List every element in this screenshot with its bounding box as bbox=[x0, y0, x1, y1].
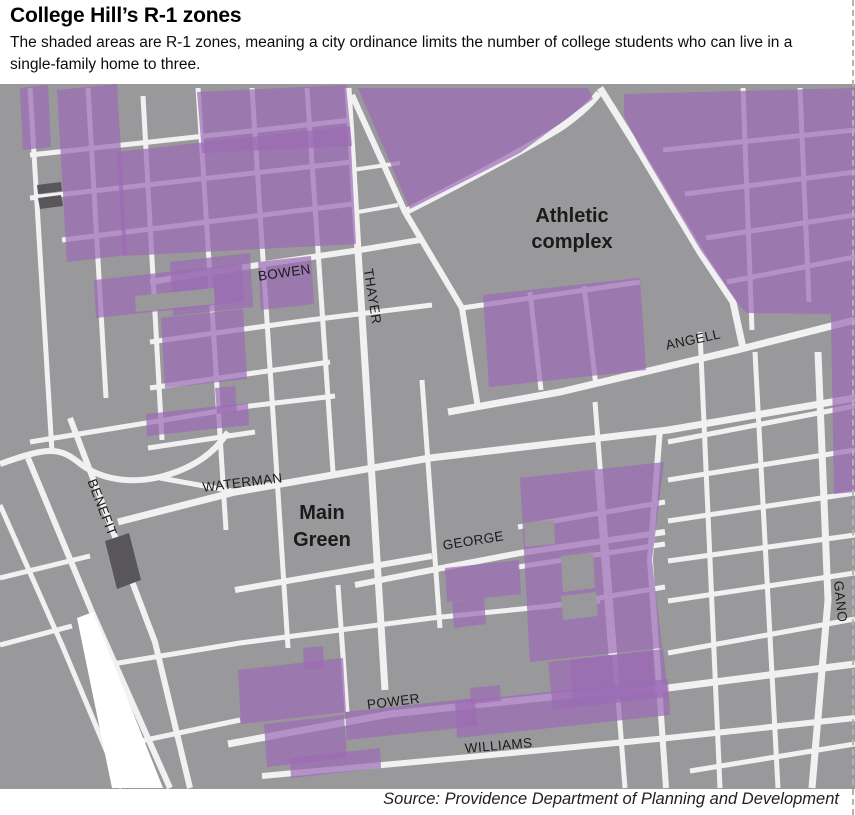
street-label-bowen: BOWEN bbox=[257, 261, 312, 283]
street-label-power: POWER bbox=[366, 691, 420, 712]
r1-zone bbox=[238, 658, 346, 724]
street bbox=[0, 553, 91, 581]
street bbox=[667, 490, 855, 524]
street-angell bbox=[447, 316, 855, 416]
street bbox=[25, 456, 173, 789]
zone-cutout bbox=[561, 552, 595, 592]
zone-cutout bbox=[135, 288, 215, 312]
building bbox=[37, 182, 62, 194]
r1-zone bbox=[483, 278, 646, 387]
street-gano bbox=[808, 351, 832, 789]
street bbox=[667, 403, 855, 445]
street bbox=[147, 429, 256, 451]
r1-zone bbox=[570, 651, 655, 704]
zone-cutout bbox=[524, 520, 555, 547]
street bbox=[667, 447, 855, 483]
street bbox=[0, 430, 231, 484]
subtitle: The shaded areas are R-1 zones, meaning … bbox=[10, 34, 793, 73]
street bbox=[159, 475, 239, 495]
street-waterman bbox=[117, 394, 855, 526]
street bbox=[697, 331, 723, 789]
street bbox=[667, 570, 855, 604]
area-label-athletic-complex-line2: complex bbox=[531, 231, 612, 253]
building bbox=[105, 533, 141, 589]
r1-zone bbox=[146, 403, 249, 436]
street-label-williams: WILLIAMS bbox=[464, 735, 533, 756]
area-label-athletic-complex-line1: Athletic bbox=[535, 205, 608, 227]
street bbox=[689, 741, 855, 774]
street-thayer bbox=[344, 87, 389, 691]
r1-zone bbox=[161, 309, 247, 388]
r1-zone bbox=[290, 748, 381, 778]
r1-zone bbox=[345, 698, 477, 740]
area-label-main-green-line1: Main bbox=[299, 502, 345, 524]
footer: Source: Providence Department of Plannin… bbox=[0, 789, 855, 815]
page-title: College Hill’s R-1 zones bbox=[10, 4, 242, 27]
street bbox=[0, 503, 125, 789]
street bbox=[419, 379, 443, 629]
zone-cutout bbox=[561, 592, 598, 620]
highway-ramp bbox=[77, 612, 163, 788]
map-labels: BOWEN THAYER ANGELL WATERMAN BENEFIT GEO… bbox=[84, 205, 850, 756]
street bbox=[351, 203, 399, 215]
r1-zone bbox=[20, 85, 51, 150]
buildings bbox=[37, 182, 141, 589]
header: College Hill’s R-1 zones The shaded area… bbox=[10, 4, 810, 75]
street bbox=[29, 393, 336, 445]
r1-zone bbox=[358, 88, 593, 209]
city-map: BOWEN THAYER ANGELL WATERMAN BENEFIT GEO… bbox=[0, 84, 855, 789]
street bbox=[349, 93, 481, 409]
r1-zone bbox=[197, 85, 352, 153]
street bbox=[667, 532, 855, 564]
r1-zone bbox=[117, 126, 356, 256]
r1-zone bbox=[624, 88, 855, 494]
street bbox=[403, 90, 602, 216]
street bbox=[87, 598, 601, 671]
street bbox=[234, 553, 433, 593]
area-label-main-green-line2: Green bbox=[293, 529, 351, 551]
r1-zone bbox=[258, 256, 314, 310]
r1-zone-layer bbox=[20, 84, 855, 778]
source-credit: Source: Providence Department of Plannin… bbox=[383, 790, 839, 808]
street bbox=[667, 616, 855, 656]
r1-zone bbox=[452, 598, 486, 628]
street bbox=[597, 86, 747, 349]
dashed-edge-border bbox=[852, 0, 854, 815]
r1-zone bbox=[445, 560, 521, 602]
street-benefit bbox=[67, 416, 193, 789]
zone-cutouts bbox=[135, 288, 598, 620]
street-label-gano: GANO bbox=[831, 580, 850, 623]
r1-zone bbox=[57, 84, 127, 262]
street bbox=[335, 584, 350, 713]
street bbox=[0, 623, 73, 648]
building bbox=[38, 195, 63, 209]
